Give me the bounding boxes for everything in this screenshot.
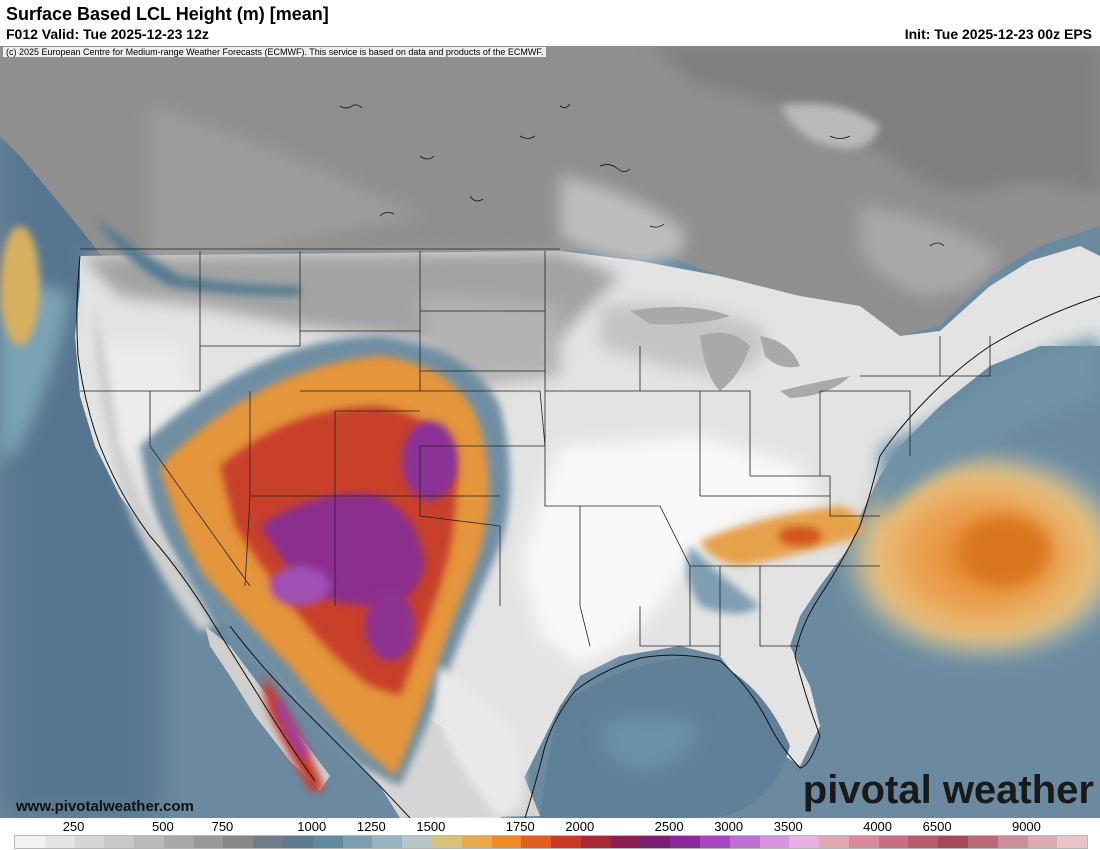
legend-swatch — [253, 836, 284, 848]
header: Surface Based LCL Height (m) [mean] F012… — [0, 0, 1100, 46]
legend-swatch — [372, 836, 403, 848]
legend-label: 500 — [152, 819, 174, 834]
legend-swatch — [163, 836, 194, 848]
lake-michigan — [700, 332, 750, 391]
legend-swatch — [729, 836, 760, 848]
lake-huron — [760, 336, 800, 368]
legend-label: 250 — [62, 819, 85, 834]
brand-logo: pivotal weather — [802, 768, 1094, 812]
legend-swatch — [491, 836, 522, 848]
legend-labels: 250 500 750 1000 1250 1500 1750 2000 2500 3000 350… — [0, 818, 1100, 834]
southwest-purple-3 — [270, 566, 330, 606]
legend-swatch — [789, 836, 820, 848]
legend-label: 1250 — [356, 819, 386, 834]
legend-swatch — [908, 836, 939, 848]
hudson-bay-area — [780, 103, 880, 149]
southwest-purple-4 — [365, 591, 415, 661]
legend-label: 4000 — [863, 819, 893, 834]
lake-erie — [780, 376, 850, 398]
canada-lakes — [339, 103, 945, 247]
legend-swatch — [74, 836, 105, 848]
legend-swatch — [938, 836, 968, 848]
map-canvas — [0, 46, 1100, 818]
legend-label: 750 — [211, 819, 234, 834]
legend-label: 1000 — [297, 819, 327, 834]
legend-swatch — [1057, 836, 1088, 848]
legend-label: 3000 — [714, 819, 744, 834]
canada-plains-shade — [150, 106, 420, 256]
legend-swatch — [699, 836, 730, 848]
website-link[interactable]: www.pivotalweather.com — [16, 798, 194, 815]
legend-color-bar — [14, 835, 1088, 849]
legend-swatch — [104, 836, 135, 848]
legend-label: 1750 — [505, 819, 535, 834]
legend-label: 9000 — [1011, 819, 1041, 834]
legend-swatch — [580, 836, 611, 848]
legend-swatch — [551, 836, 581, 848]
state-boundaries — [80, 248, 991, 656]
lake-superior — [630, 307, 730, 325]
legend-swatch — [223, 836, 254, 848]
legend-swatch — [848, 836, 879, 848]
quebec-shade — [650, 46, 1100, 196]
legend-label: 3500 — [773, 819, 803, 834]
legend-swatch — [402, 836, 432, 848]
central-white — [520, 436, 820, 666]
legend-swatch — [44, 836, 75, 848]
west-coast-light — [94, 306, 215, 631]
valid-time: F012 Valid: Tue 2025-12-23 12z — [6, 26, 209, 42]
legend-swatch — [610, 836, 641, 848]
legend-swatch — [134, 836, 164, 848]
coastlines — [76, 255, 1100, 818]
legend-swatch — [431, 836, 462, 848]
init-time: Init: Tue 2025-12-23 00z EPS — [904, 26, 1092, 42]
baja-purple — [275, 696, 310, 758]
weather-map[interactable] — [0, 46, 1100, 818]
legend-swatch — [342, 836, 373, 848]
color-legend: 250 500 750 1000 1250 1500 1750 2000 2500 3000 350… — [0, 818, 1100, 850]
rio-grande-light — [436, 666, 524, 818]
map-title: Surface Based LCL Height (m) [mean] — [6, 4, 329, 24]
legend-swatch — [1027, 836, 1058, 848]
legend-swatch — [312, 836, 343, 848]
legend-label: 2500 — [654, 819, 684, 834]
quebec-light — [860, 206, 1000, 296]
southeast-hot-spot — [778, 526, 822, 546]
legend-swatch — [878, 836, 909, 848]
legend-swatch — [15, 836, 45, 848]
legend-swatch — [640, 836, 671, 848]
legend-swatch — [670, 836, 700, 848]
legend-swatch — [997, 836, 1028, 848]
southwest-purple-2 — [402, 421, 458, 501]
cascades-blue — [95, 216, 300, 296]
legend-label: 6500 — [922, 819, 952, 834]
legend-swatch — [968, 836, 998, 848]
legend-swatch — [759, 836, 790, 848]
gulf-shade — [600, 716, 700, 771]
ontario-light — [560, 176, 685, 266]
copyright-notice: (c) 2025 European Centre for Medium-rang… — [3, 47, 547, 57]
legend-swatch — [461, 836, 492, 848]
atlantic-core — [960, 516, 1050, 586]
pacific-warm-spot — [0, 226, 40, 346]
atlantic-blue-band — [880, 336, 1100, 516]
legend-label: 1500 — [416, 819, 446, 834]
southeast-blue — [686, 546, 760, 614]
legend-label: 2000 — [565, 819, 595, 834]
legend-swatch — [283, 836, 313, 848]
legend-swatch — [521, 836, 552, 848]
legend-swatch — [819, 836, 849, 848]
legend-swatch — [193, 836, 224, 848]
